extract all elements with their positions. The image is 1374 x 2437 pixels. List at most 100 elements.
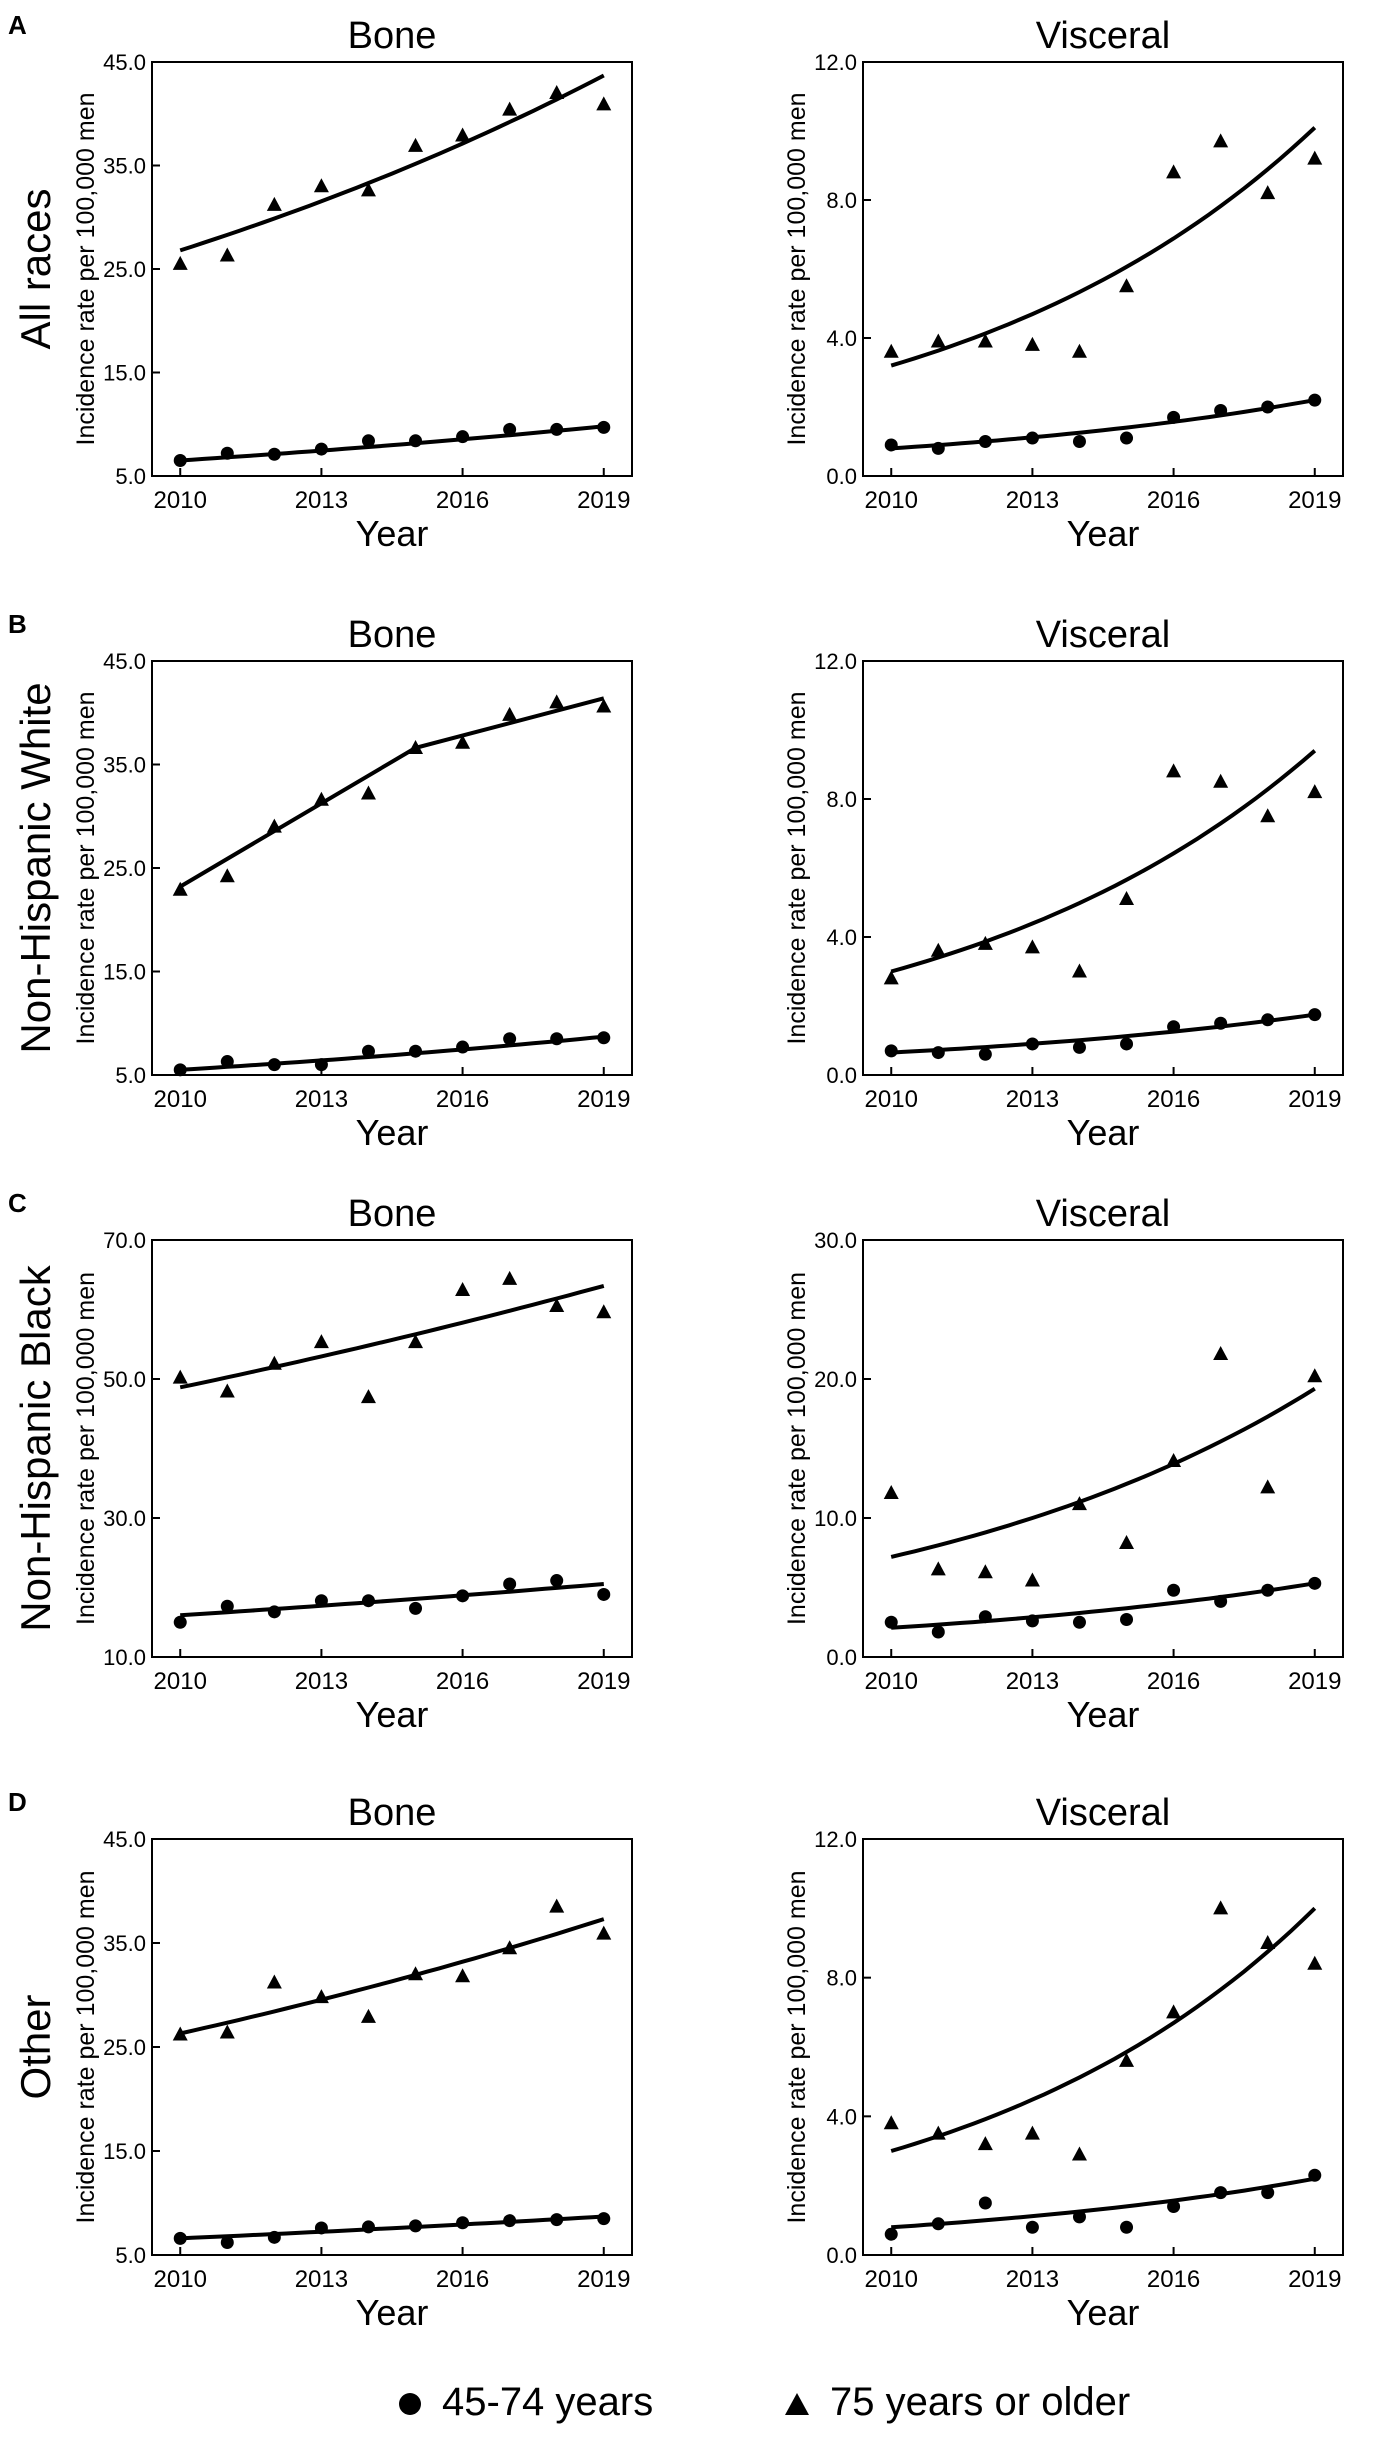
data-point-circle [361, 434, 375, 448]
trend-line [179, 73, 605, 253]
data-point-circle [267, 2230, 281, 2244]
trend-line [180, 424, 605, 463]
data-point-triangle [549, 1898, 565, 1913]
trend-line [179, 696, 605, 889]
data-point-circle [1167, 1020, 1181, 1034]
data-point-circle [597, 1587, 611, 1601]
data-point-triangle [266, 818, 282, 833]
data-point-circle [456, 1040, 470, 1054]
data-point-triangle [1213, 1900, 1229, 1915]
data-point-circle [503, 1032, 517, 1046]
x-tick-label: 2019 [1288, 487, 1341, 514]
x-tick-label: 2019 [577, 1086, 630, 1113]
data-point-circle [931, 1625, 945, 1639]
y-tick-label: 5.0 [115, 1063, 146, 1088]
data-point-circle [550, 1032, 564, 1046]
data-point-triangle [549, 1298, 565, 1313]
plot-frame [151, 61, 633, 477]
data-point-triangle [408, 1334, 424, 1349]
data-point-triangle [549, 85, 565, 100]
data-point-circle [503, 1577, 517, 1591]
y-axis-label: Incidence rate per 100,000 men [783, 1272, 811, 1625]
x-tick-label: 2016 [1147, 1086, 1200, 1113]
x-tick-label: 2013 [295, 1668, 348, 1695]
data-point-circle [456, 430, 470, 444]
y-axis-label: Incidence rate per 100,000 men [72, 1870, 100, 2223]
panel-letter: A [8, 10, 27, 40]
data-point-triangle [596, 96, 612, 111]
data-point-triangle [1071, 343, 1087, 358]
data-point-triangle [455, 127, 471, 142]
y-axis-label: Incidence rate per 100,000 men [783, 92, 811, 445]
data-point-circle [361, 1044, 375, 1058]
y-tick-label: 0.0 [826, 1645, 857, 1670]
panel-letter: B [8, 609, 27, 639]
plot-frame [151, 660, 633, 1076]
panel-title: Bone [348, 614, 437, 656]
x-tick-label: 2019 [1288, 1086, 1341, 1113]
x-tick-label: 2013 [1006, 1086, 1059, 1113]
panel-title: Visceral [1036, 1792, 1170, 1834]
data-point-circle [1072, 1040, 1086, 1054]
x-tick-label: 2010 [865, 1086, 918, 1113]
data-point-circle [597, 2212, 611, 2226]
y-tick-label: 15.0 [103, 361, 146, 386]
data-point-circle [314, 1594, 328, 1608]
data-point-triangle [977, 935, 993, 950]
x-tick-label: 2010 [154, 1668, 207, 1695]
data-point-circle [978, 2196, 992, 2210]
data-point-circle [550, 1574, 564, 1588]
data-point-triangle [455, 734, 471, 749]
data-point-triangle [219, 868, 235, 883]
data-point-triangle [172, 881, 188, 896]
data-point-circle [1308, 1576, 1322, 1590]
data-point-circle [1072, 1615, 1086, 1629]
x-tick-label: 2013 [1006, 1668, 1059, 1695]
data-point-triangle [596, 1925, 612, 1940]
data-point-triangle [1260, 1935, 1276, 1949]
data-point-triangle [1307, 150, 1323, 165]
y-axis-label: Incidence rate per 100,000 men [783, 1870, 811, 2223]
x-tick-label: 2019 [577, 2266, 630, 2293]
data-point-triangle [1213, 133, 1229, 148]
data-point-triangle [502, 1270, 518, 1285]
data-point-triangle [313, 178, 329, 193]
data-point-circle [503, 2214, 517, 2228]
data-point-triangle [455, 1968, 471, 1983]
plot-frame [862, 660, 1344, 1076]
trend-line [180, 2214, 604, 2241]
data-point-circle [1261, 1583, 1275, 1597]
data-point-triangle [930, 1561, 946, 1576]
data-point-triangle [930, 942, 946, 957]
data-point-circle [597, 420, 611, 434]
y-tick-label: 45.0 [103, 50, 146, 75]
data-point-circle [267, 447, 281, 461]
data-point-circle [884, 2227, 898, 2241]
legend: 45-74 years 75 years or older [0, 2372, 1374, 2432]
data-point-circle [884, 1044, 898, 1058]
y-tick-label: 50.0 [103, 1367, 146, 1392]
data-point-triangle [1260, 1479, 1276, 1494]
trend-line [891, 2176, 1316, 2230]
panel-5: Bone 10.0 30.0 50.0 70.0 2010 2013 2016 2019 Year… [8, 1188, 633, 1735]
x-axis-label: Year [356, 1112, 429, 1153]
y-tick-label: 0.0 [826, 464, 857, 489]
data-point-triangle [883, 970, 899, 985]
x-tick-label: 2016 [1147, 1668, 1200, 1695]
data-point-triangle [1024, 2125, 1040, 2140]
x-tick-label: 2013 [295, 487, 348, 514]
data-point-triangle [219, 247, 235, 262]
legend-label-75-plus: 75 years or older [830, 2380, 1131, 2424]
y-tick-label: 12.0 [814, 1827, 857, 1852]
y-tick-label: 30.0 [103, 1506, 146, 1531]
x-tick-label: 2016 [1147, 487, 1200, 514]
x-axis-label: Year [1067, 1112, 1140, 1153]
data-point-triangle [1307, 1955, 1323, 1970]
y-tick-label: 0.0 [826, 2243, 857, 2268]
y-tick-label: 4.0 [826, 925, 857, 950]
data-point-triangle [502, 101, 518, 116]
x-tick-label: 2019 [1288, 2266, 1341, 2293]
y-tick-label: 8.0 [826, 787, 857, 812]
data-point-circle [1214, 403, 1228, 417]
data-point-triangle [1071, 1496, 1087, 1511]
